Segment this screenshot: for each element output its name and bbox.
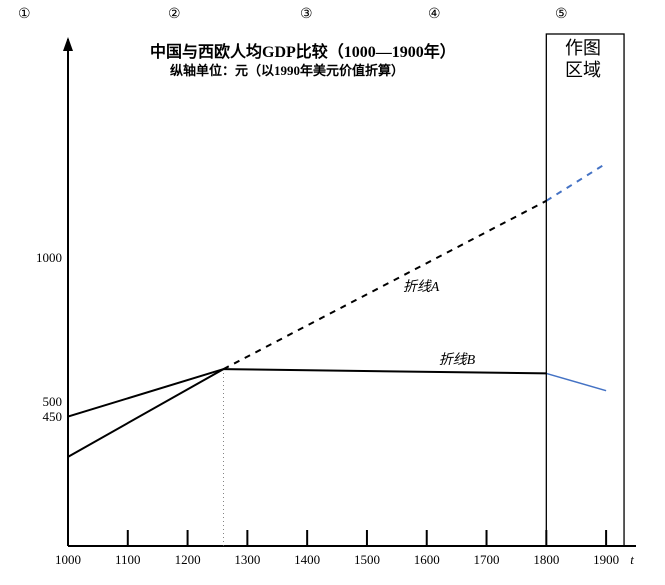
chart-canvas xyxy=(0,0,665,585)
